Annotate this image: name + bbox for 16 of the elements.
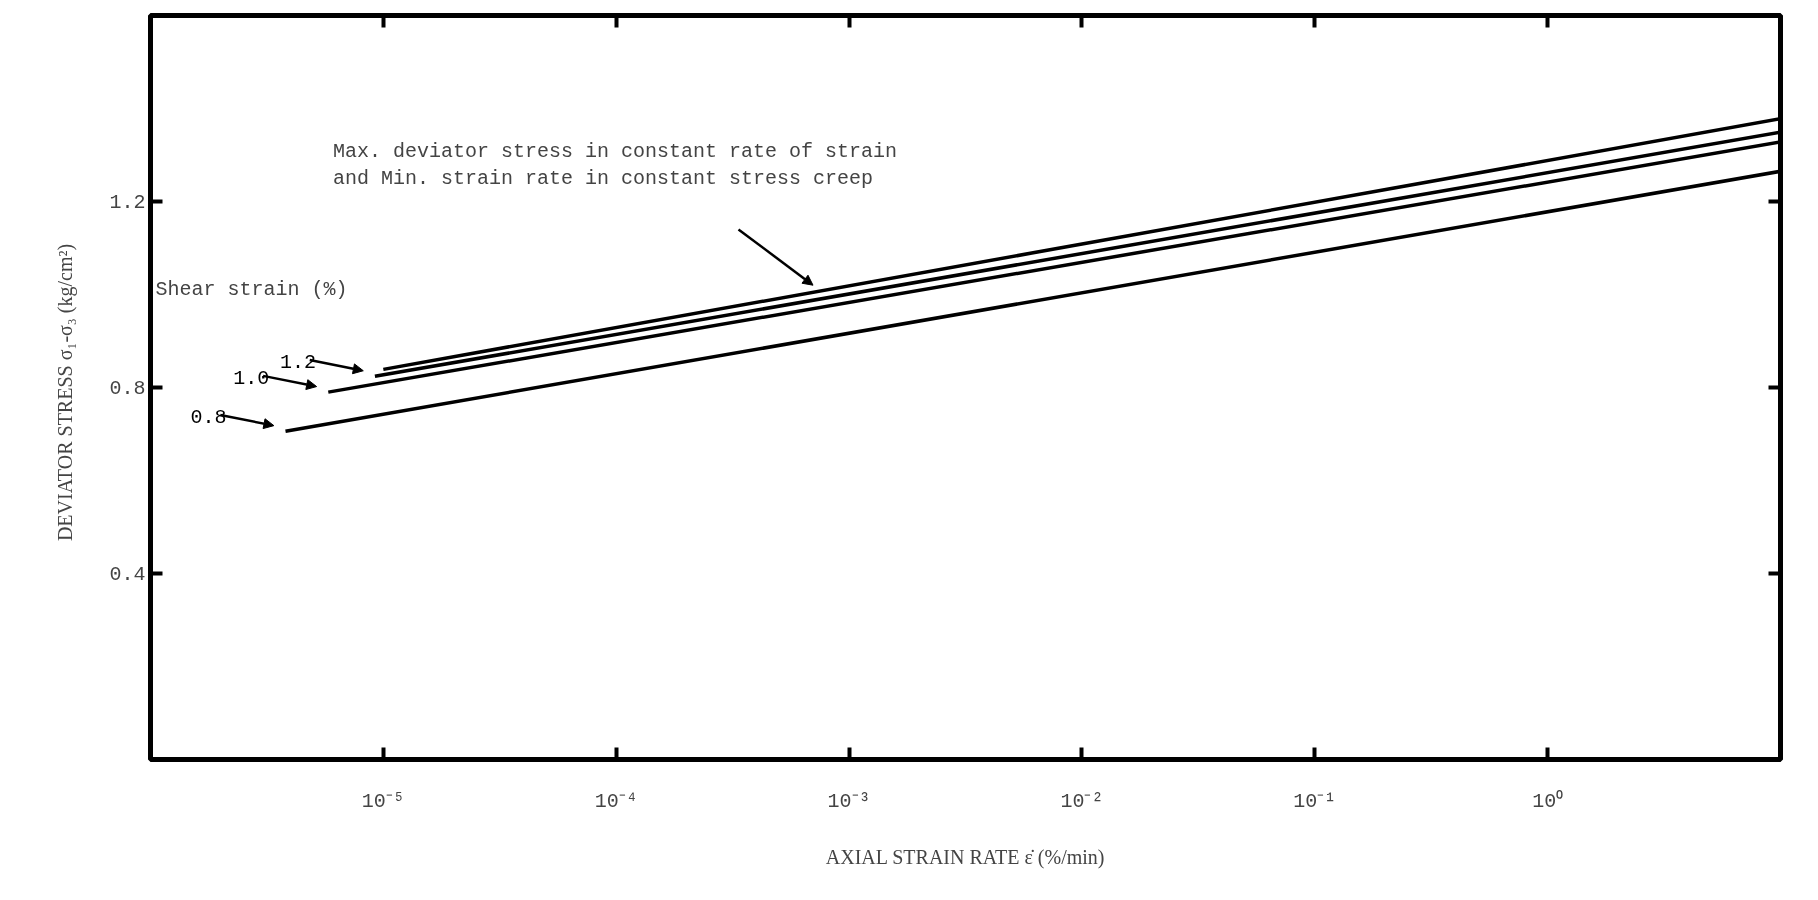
legend-label: 0.8 xyxy=(190,406,227,430)
x-axis-title: AXIAL STRAIN RATE ε̇ (%/min) xyxy=(825,845,1105,869)
y-tick-label: 1.2 xyxy=(109,191,146,214)
y-axis-title: DEVIATOR STRESS σ₁-σ₃ (kg/cm²) xyxy=(54,243,78,542)
x-tick-label: 10⁻⁵ xyxy=(361,789,405,813)
legend-label: 1.0 xyxy=(233,367,270,391)
annotation: Max. deviator stress in constant rate of strain and Min. strain rate in constant stress creep xyxy=(333,139,898,191)
x-tick-label: 10⁻⁴ xyxy=(594,789,638,813)
x-tick-label: 10⁰ xyxy=(1532,788,1564,813)
x-tick-label: 10⁻² xyxy=(1060,789,1104,813)
legend-title: Shear strain (%) xyxy=(155,278,348,302)
y-tick-label: 0.4 xyxy=(109,563,146,586)
y-tick-label: 0.8 xyxy=(109,377,146,400)
x-tick-label: 10⁻³ xyxy=(827,789,871,813)
x-tick-label: 10⁻¹ xyxy=(1293,789,1337,813)
legend-label: 1.2 xyxy=(279,351,316,375)
